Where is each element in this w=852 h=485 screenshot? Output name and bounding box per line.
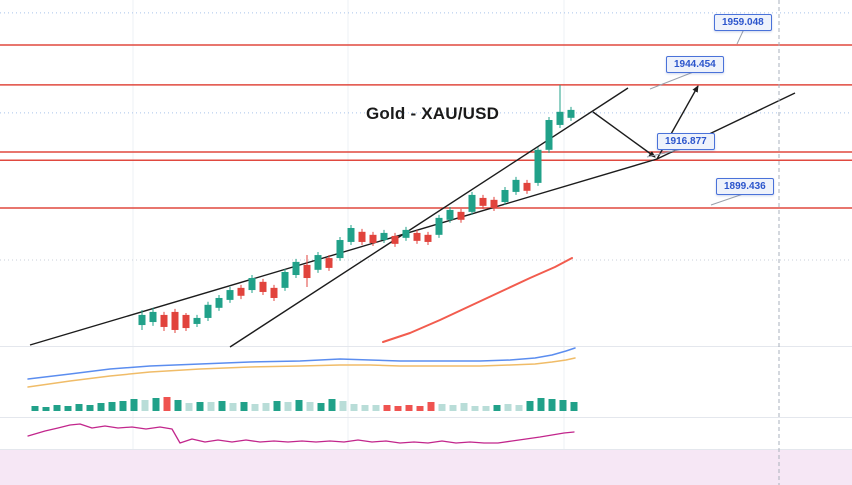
chart-title: Gold - XAU/USD — [366, 104, 500, 123]
price-callout-label[interactable]: 1959.048 — [714, 14, 772, 31]
price-callout-label[interactable]: 1899.436 — [716, 178, 774, 195]
price-callout-label[interactable]: 1916.877 — [657, 133, 715, 150]
price-callout-label[interactable]: 1944.454 — [666, 56, 724, 73]
